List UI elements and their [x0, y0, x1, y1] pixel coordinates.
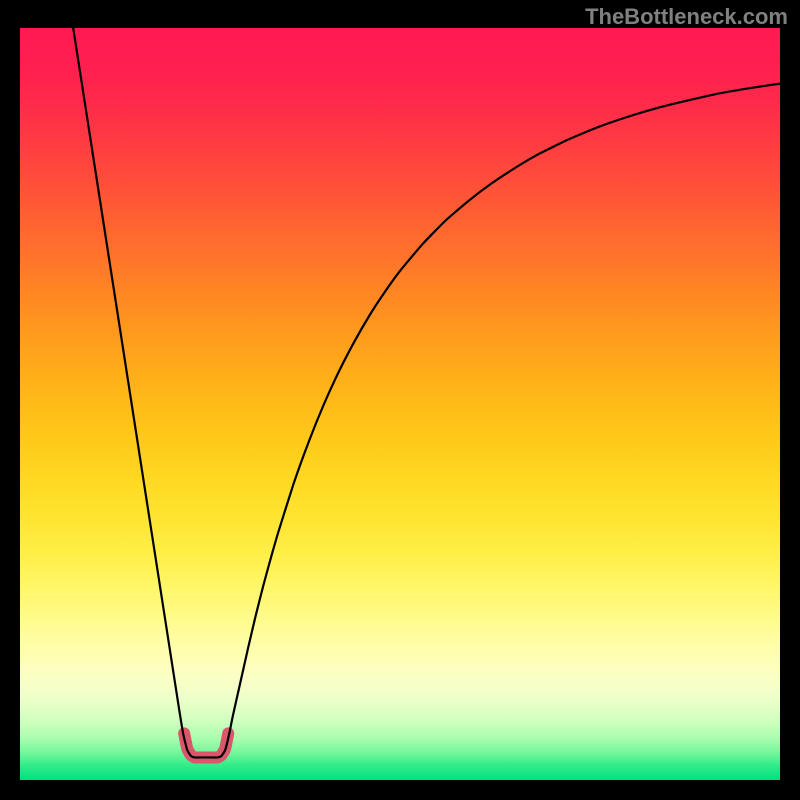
- bottleneck-curve-chart: [20, 28, 780, 780]
- chart-frame: TheBottleneck.com: [0, 0, 800, 800]
- attribution-label: TheBottleneck.com: [585, 4, 788, 30]
- plot-area: [20, 28, 780, 780]
- gradient-background: [20, 28, 780, 780]
